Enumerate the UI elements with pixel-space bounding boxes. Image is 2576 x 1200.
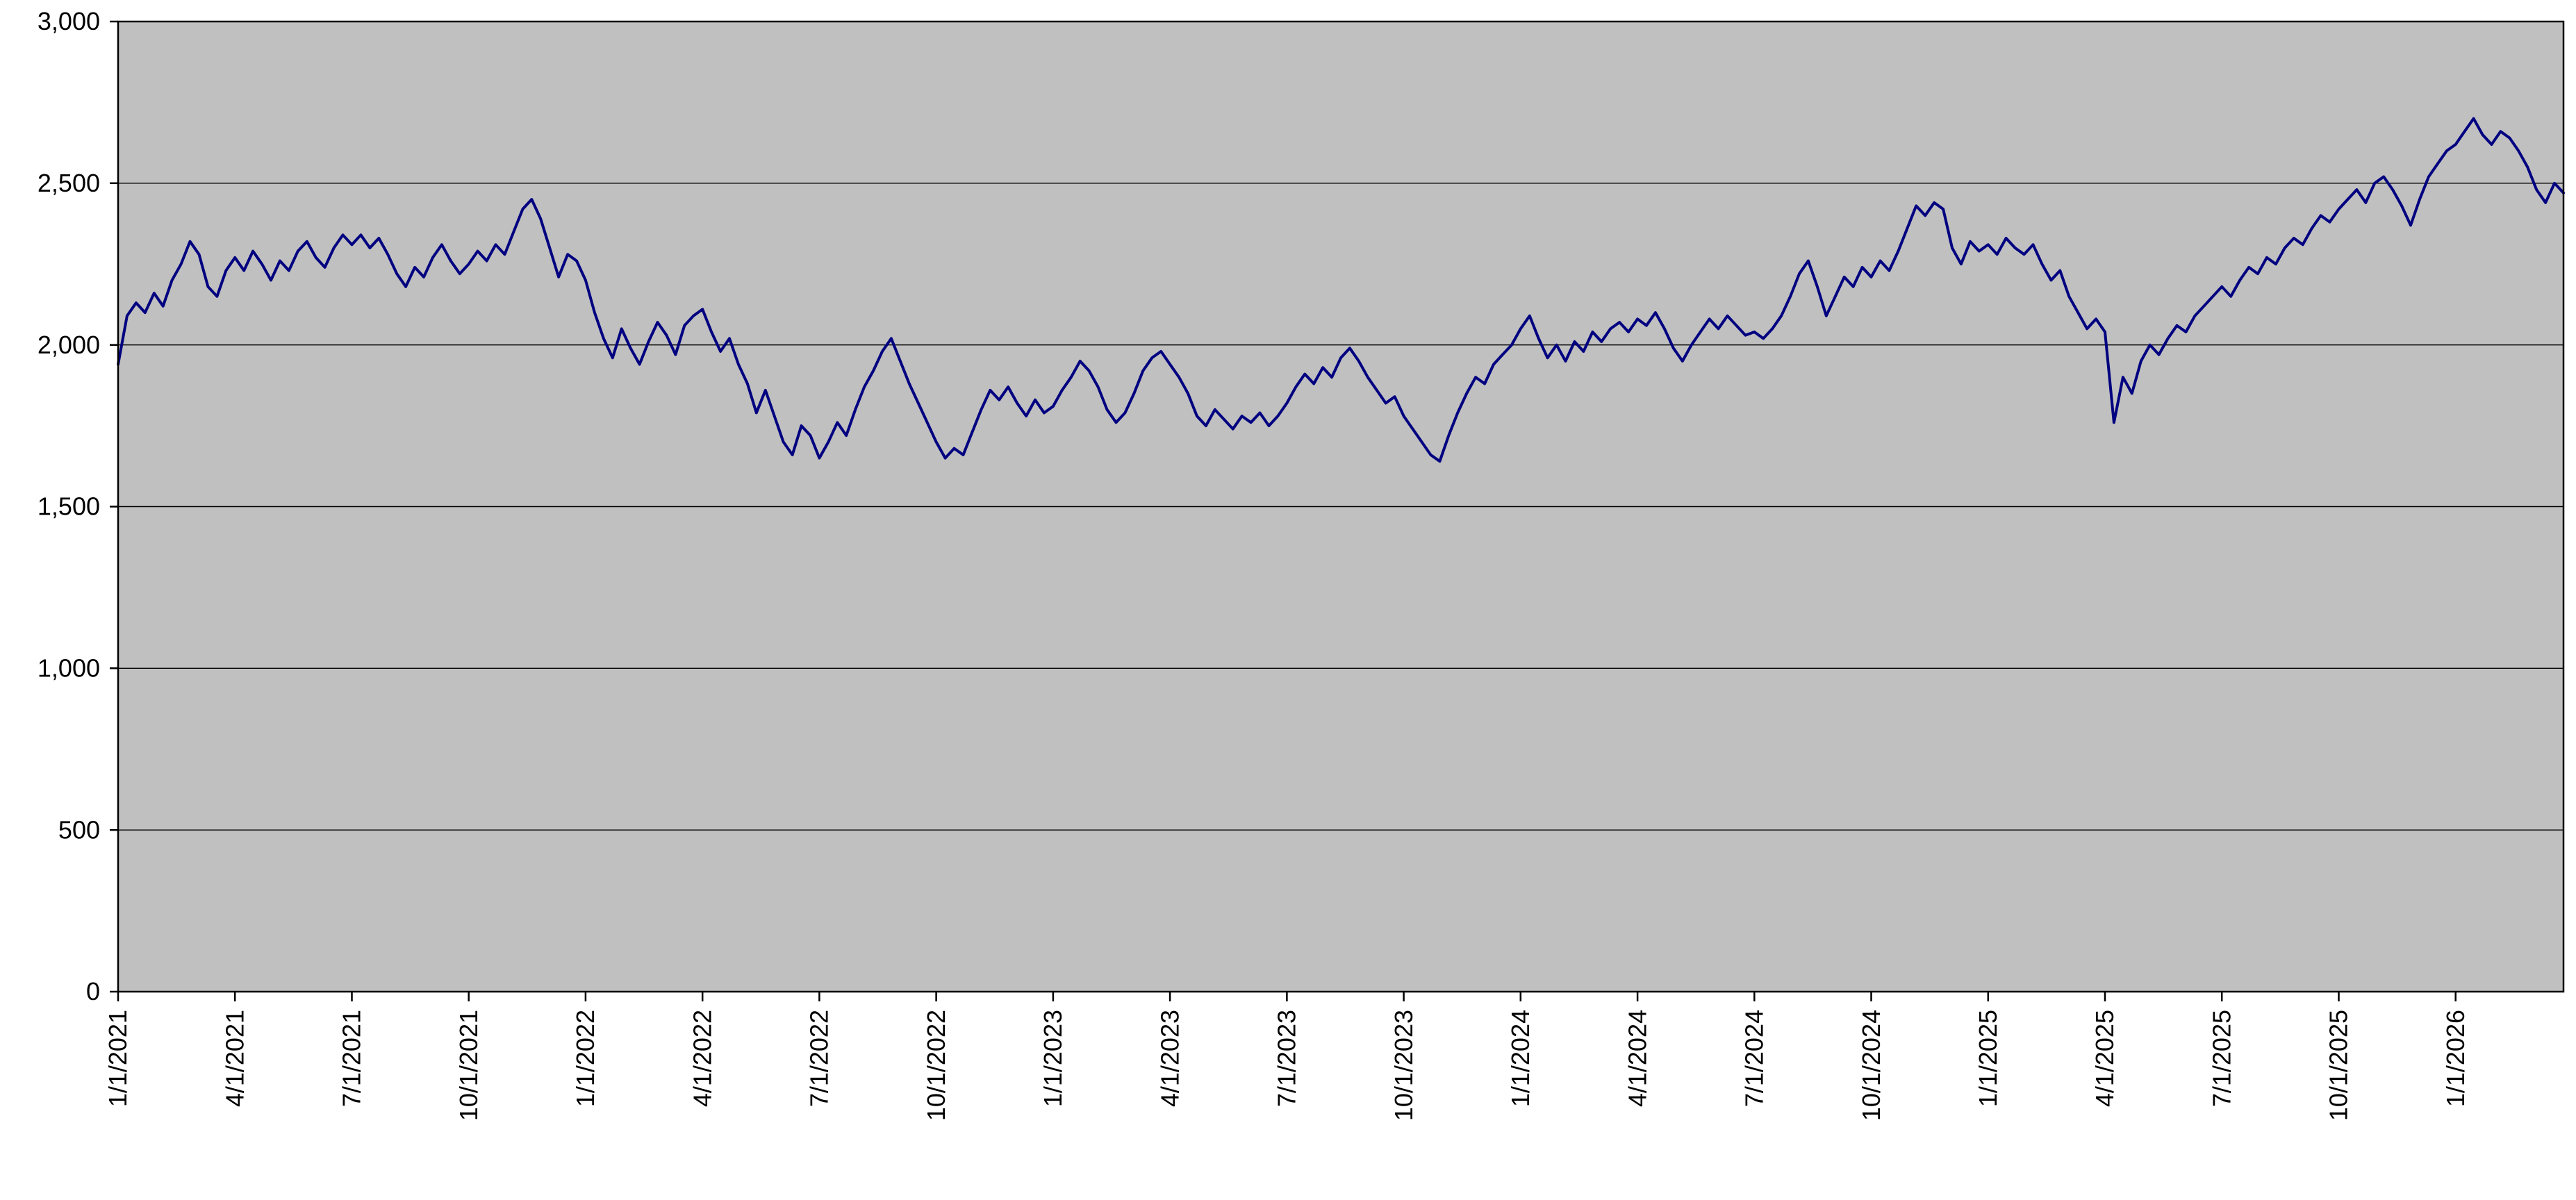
x-axis-label: 7/1/2024: [1740, 1010, 1769, 1107]
x-axis-label: 10/1/2023: [1389, 1010, 1418, 1121]
x-axis-label: 4/1/2021: [221, 1010, 249, 1107]
x-axis-label: 1/1/2025: [1974, 1010, 2002, 1107]
x-axis-label: 10/1/2021: [454, 1010, 483, 1121]
y-axis-label: 2,500: [38, 169, 100, 197]
x-axis-label: 7/1/2025: [2208, 1010, 2236, 1107]
x-axis-label: 4/1/2022: [688, 1010, 716, 1107]
y-axis-label: 1,500: [38, 492, 100, 521]
y-axis-label: 1,000: [38, 654, 100, 683]
x-axis-label: 1/1/2026: [2441, 1010, 2470, 1107]
y-axis-label: 3,000: [38, 7, 100, 35]
x-axis-label: 7/1/2022: [805, 1010, 834, 1107]
x-axis-label: 1/1/2021: [104, 1010, 132, 1107]
x-axis-label: 4/1/2024: [1623, 1010, 1651, 1107]
x-axis-label: 4/1/2025: [2090, 1010, 2119, 1107]
data-series-line: [117, 117, 2565, 463]
y-axis-label: 0: [86, 977, 100, 1006]
y-axis-label: 2,000: [38, 331, 100, 359]
y-axis-label: 500: [58, 815, 100, 844]
x-axis-label: 10/1/2025: [2325, 1010, 2353, 1121]
x-axis-label: 4/1/2023: [1155, 1010, 1184, 1107]
x-axis-label: 7/1/2021: [338, 1010, 366, 1107]
x-axis-label: 7/1/2023: [1273, 1010, 1301, 1107]
x-axis-label: 10/1/2022: [922, 1010, 950, 1121]
x-axis-label: 1/1/2024: [1506, 1010, 1535, 1107]
x-axis-label: 10/1/2024: [1857, 1010, 1885, 1121]
x-axis-label: 1/1/2022: [571, 1010, 600, 1107]
x-axis-label: 1/1/2023: [1039, 1010, 1067, 1107]
